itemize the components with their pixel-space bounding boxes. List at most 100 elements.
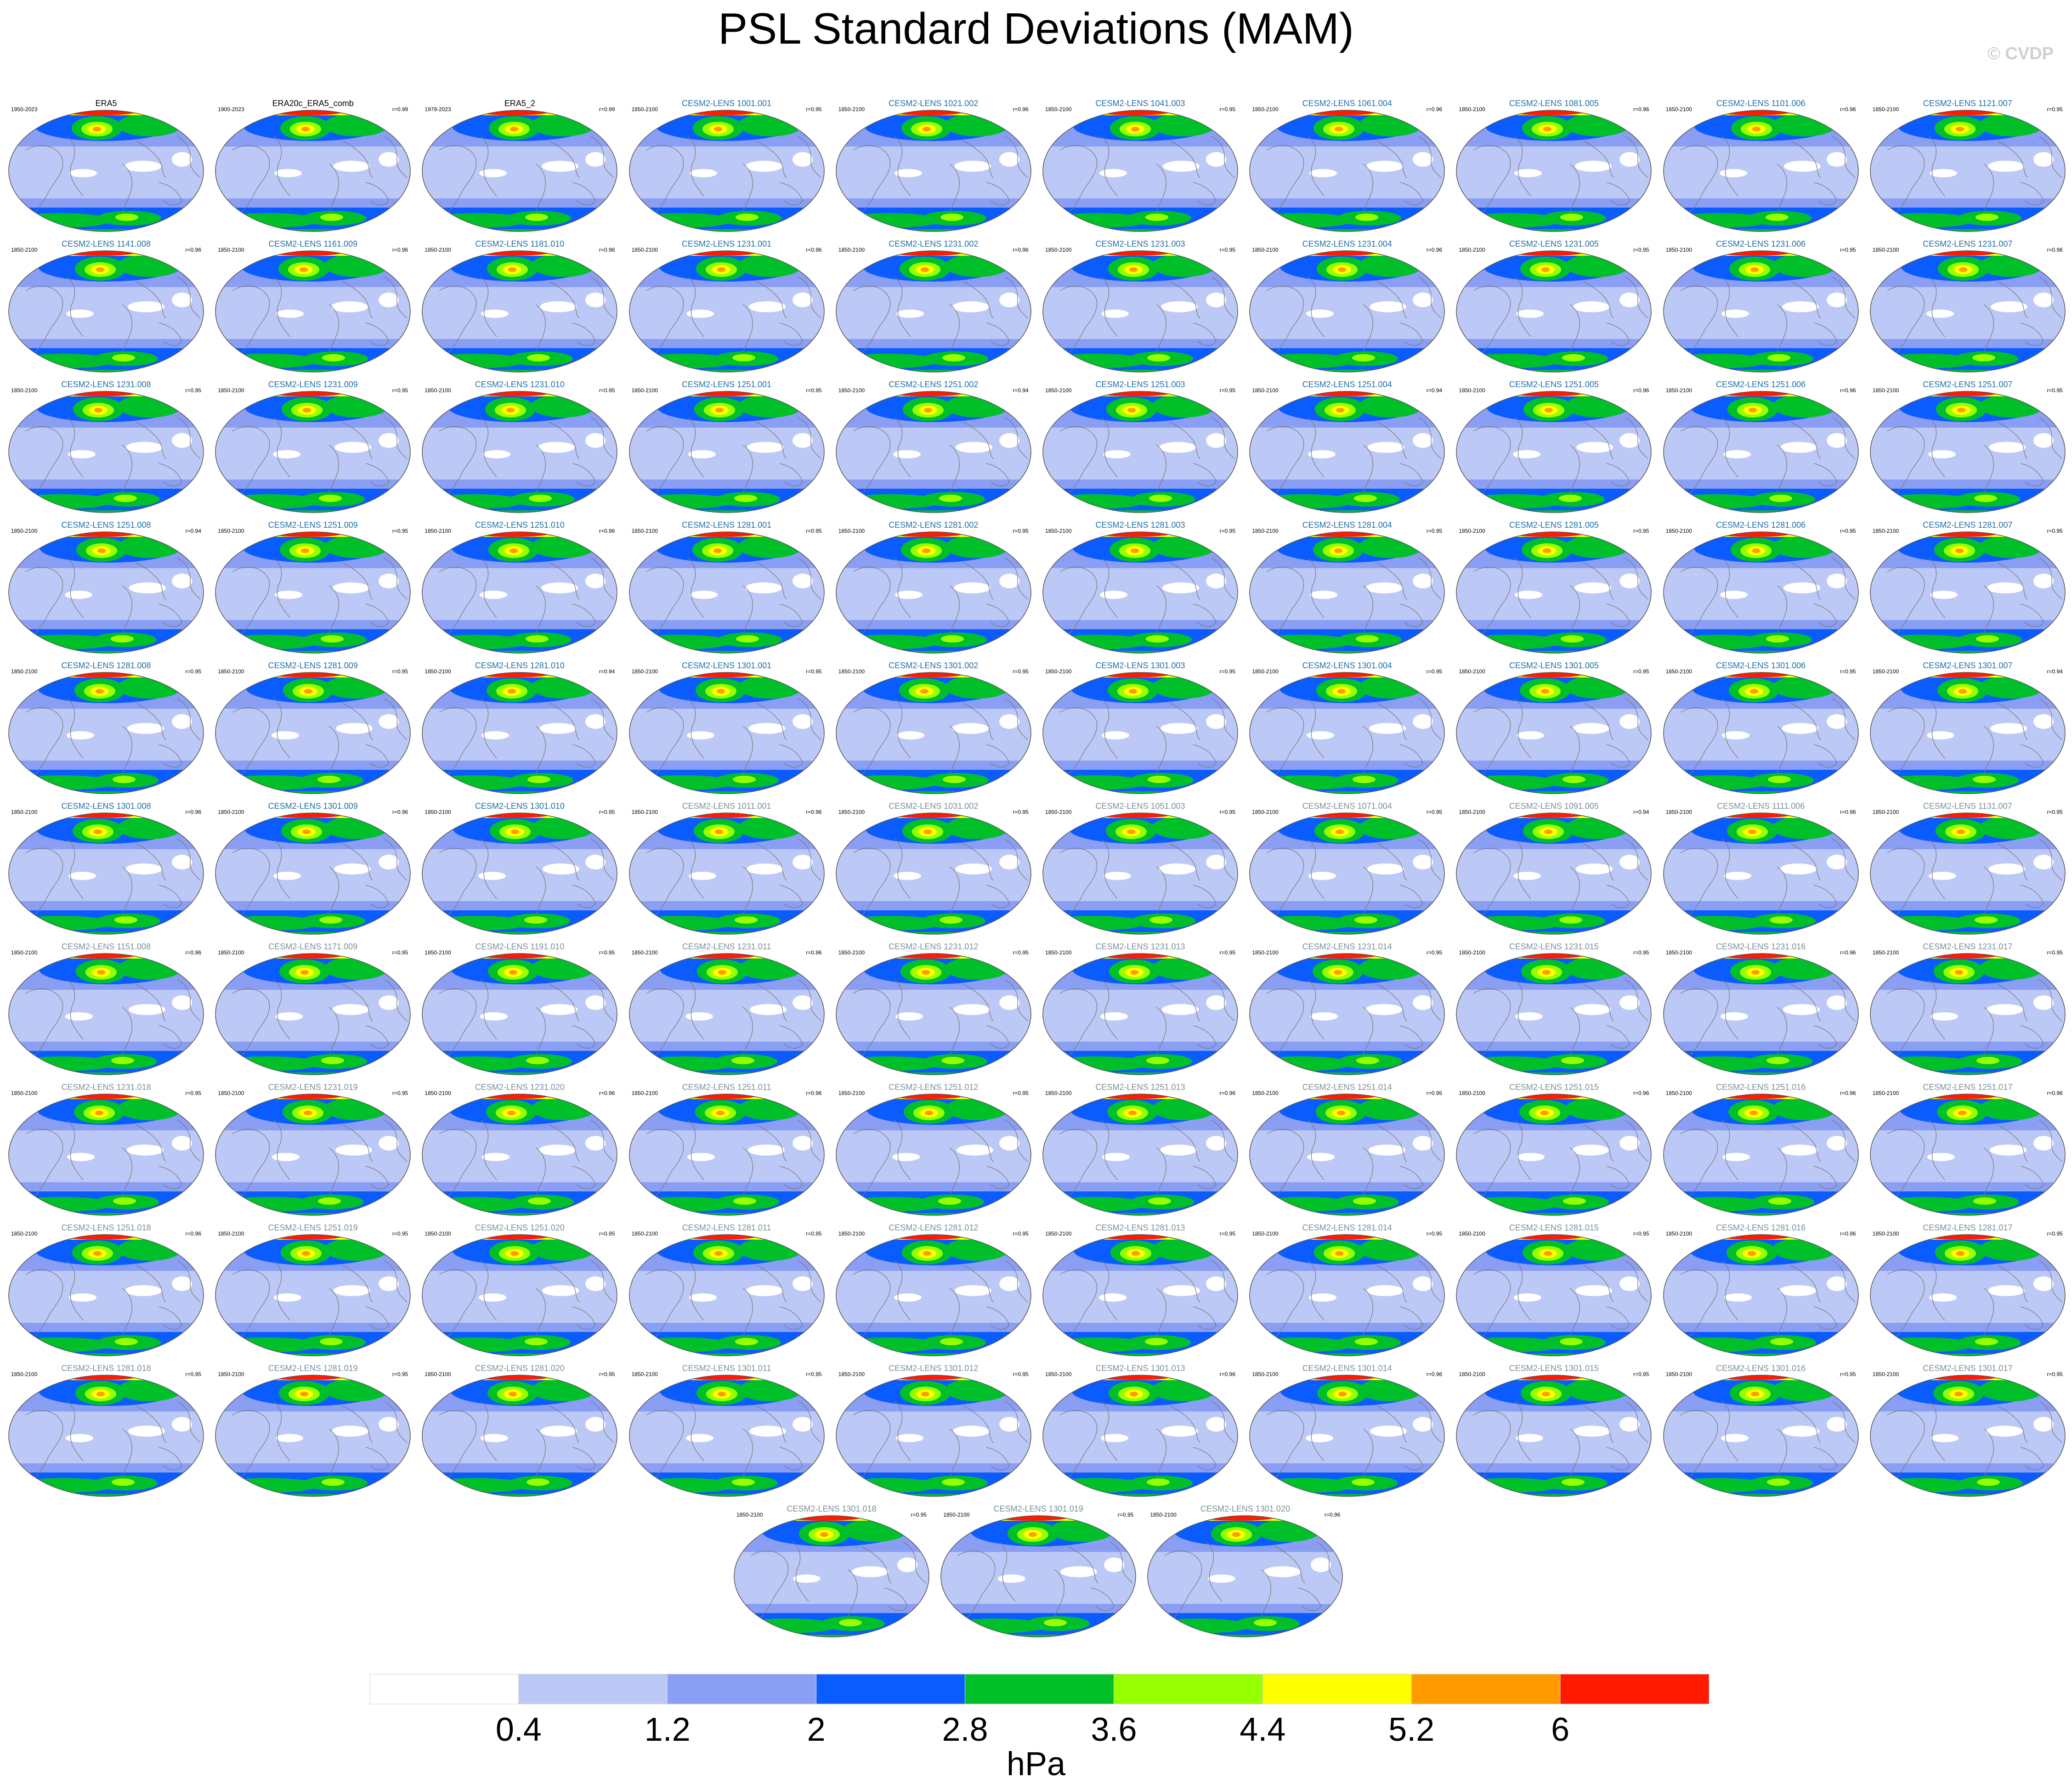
panel-pattern-correlation: r=0.96 (599, 247, 615, 253)
map-plot (1870, 813, 2066, 935)
panel-period: 1850-2100 (631, 247, 658, 253)
map-plot (1042, 250, 1238, 372)
map-panel: CESM2-LENS 1011.001 1850-2100 r=0.96 (623, 797, 830, 935)
panel-pattern-correlation: r=0.95 (1219, 1230, 1235, 1237)
map-panel: CESM2-LENS 1231.018 1850-2100 r=0.95 (3, 1078, 209, 1216)
map-panel: CESM2-LENS 1231.005 1850-2100 r=0.95 (1450, 235, 1657, 372)
map-panel: CESM2-LENS 1231.019 1850-2100 r=0.95 (209, 1078, 416, 1216)
panel-title: CESM2-LENS 1121.007 (1923, 99, 2012, 108)
figure-title: PSL Standard Deviations (MAM) (718, 4, 1354, 53)
panel-title: CESM2-LENS 1011.001 (682, 801, 771, 811)
panel-pattern-correlation: r=0.95 (599, 809, 615, 815)
map-plot (1663, 1094, 1859, 1216)
map-plot (422, 110, 618, 232)
map-plot (8, 953, 204, 1075)
map-field (422, 391, 617, 513)
panel-title: CESM2-LENS 1281.003 (1095, 520, 1185, 530)
panel-pattern-correlation: r=0.96 (392, 809, 408, 815)
panel-period: 1850-2100 (1045, 528, 1072, 534)
map-plot (1456, 391, 1652, 513)
panel-pattern-correlation: r=0.95 (599, 387, 615, 394)
map-panel: CESM2-LENS 1001.001 1850-2100 r=0.95 (623, 94, 830, 232)
panel-title: CESM2-LENS 1301.016 (1716, 1364, 1806, 1373)
panel-period: 1850-2100 (943, 1512, 970, 1518)
panel-title: CESM2-LENS 1061.004 (1302, 99, 1392, 108)
panel-pattern-correlation: r=0.95 (1013, 668, 1029, 675)
panel-title: CESM2-LENS 1231.002 (889, 239, 979, 248)
map-panel: CESM2-LENS 1231.008 1850-2100 r=0.95 (3, 375, 209, 513)
map-panel: CESM2-LENS 1041.003 1850-2100 r=0.95 (1037, 94, 1244, 232)
map-plot (215, 672, 411, 794)
panel-title: CESM2-LENS 1231.003 (1095, 239, 1185, 248)
panel-pattern-correlation: r=0.96 (185, 1230, 201, 1237)
panel-pattern-correlation: r=0.95 (185, 1371, 201, 1377)
panel-title: CESM2-LENS 1231.004 (1302, 239, 1392, 248)
map-plot (836, 1094, 1031, 1216)
panel-title: CESM2-LENS 1281.009 (268, 661, 358, 670)
panel-pattern-correlation: r=0.95 (2047, 106, 2063, 113)
map-plot (628, 813, 825, 935)
map-field (1870, 954, 2065, 1075)
panel-pattern-correlation: r=0.96 (806, 949, 822, 956)
map-plot (8, 672, 204, 794)
map-panel: CESM2-LENS 1281.005 1850-2100 r=0.95 (1450, 516, 1657, 654)
panel-pattern-correlation: r=0.95 (2047, 1371, 2063, 1377)
panel-title: CESM2-LENS 1041.003 (1095, 99, 1185, 108)
panel-pattern-correlation: r=0.95 (1219, 528, 1235, 534)
panel-pattern-correlation: r=0.95 (1633, 1230, 1649, 1237)
panel-pattern-correlation: r=0.95 (185, 668, 201, 675)
panel-period: 1850-2100 (1045, 949, 1072, 956)
panel-title: CESM2-LENS 1231.013 (1095, 942, 1185, 951)
panel-pattern-correlation: r=0.95 (1633, 247, 1649, 253)
panel-title: CESM2-LENS 1231.020 (475, 1083, 565, 1092)
panel-title: CESM2-LENS 1251.009 (268, 520, 358, 530)
panel-title: CESM2-LENS 1301.019 (993, 1504, 1083, 1513)
panel-period: 1850-2100 (631, 106, 658, 113)
panel-pattern-correlation: r=0.96 (1840, 1230, 1856, 1237)
map-plot (1249, 1094, 1445, 1216)
map-plot (1663, 250, 1859, 372)
panel-period: 1850-2100 (838, 528, 865, 534)
panel-period: 1850-2100 (1459, 668, 1485, 675)
panel-title: CESM2-LENS 1251.013 (1095, 1083, 1185, 1092)
panel-title: CESM2-LENS 1301.003 (1095, 661, 1185, 670)
map-plot (1870, 1375, 2066, 1497)
map-panel: CESM2-LENS 1281.002 1850-2100 r=0.95 (830, 516, 1037, 654)
panel-period: 1850-2100 (11, 528, 38, 534)
panel-pattern-correlation: r=0.96 (1633, 387, 1649, 394)
panel-title: CESM2-LENS 1051.003 (1095, 801, 1185, 811)
map-plot (836, 250, 1031, 372)
map-plot (8, 391, 204, 513)
panel-period: 1850-2100 (631, 668, 658, 675)
map-panel: CESM2-LENS 1231.013 1850-2100 r=0.95 (1037, 937, 1244, 1075)
panel-period: 1850-2100 (1665, 949, 1692, 956)
map-panel: CESM2-LENS 1231.016 1850-2100 r=0.96 (1658, 937, 1864, 1075)
panel-pattern-correlation: r=0.99 (599, 106, 615, 113)
map-plot (1663, 813, 1859, 935)
map-plot (1870, 391, 2066, 513)
map-panel: CESM2-LENS 1281.001 1850-2100 r=0.95 (623, 516, 830, 654)
map-panel: CESM2-LENS 1251.020 1850-2100 r=0.95 (416, 1219, 623, 1356)
map-panel: CESM2-LENS 1301.013 1850-2100 r=0.96 (1037, 1359, 1244, 1497)
panel-period: 1850-2100 (11, 809, 38, 815)
map-plot (1249, 672, 1445, 794)
panel-pattern-correlation: r=0.96 (1325, 1512, 1341, 1518)
map-plot (1042, 672, 1238, 794)
panel-title: CESM2-LENS 1251.008 (61, 520, 151, 530)
panel-period: 1850-2100 (1459, 1230, 1485, 1237)
map-field (1043, 532, 1238, 653)
map-panel: CESM2-LENS 1301.017 1850-2100 r=0.95 (1864, 1359, 2071, 1497)
panel-title: CESM2-LENS 1251.005 (1509, 380, 1599, 389)
panel-period: 1850-2100 (1045, 668, 1072, 675)
panel-period: 1850-2100 (218, 1090, 244, 1096)
panel-period: 1850-2100 (1665, 809, 1692, 815)
map-field (1456, 672, 1652, 794)
panel-title: CESM2-LENS 1281.019 (268, 1364, 358, 1373)
map-panel: CESM2-LENS 1231.002 1850-2100 r=0.96 (830, 235, 1037, 372)
map-panel: CESM2-LENS 1281.018 1850-2100 r=0.95 (3, 1359, 209, 1497)
panel-title: CESM2-LENS 1161.009 (268, 239, 358, 248)
map-panel: CESM2-LENS 1251.008 1850-2100 r=0.94 (3, 516, 209, 654)
panel-period: 1850-2100 (1665, 247, 1692, 253)
panel-period: 1850-2100 (425, 387, 451, 394)
panel-period: 1850-2100 (1045, 1090, 1072, 1096)
